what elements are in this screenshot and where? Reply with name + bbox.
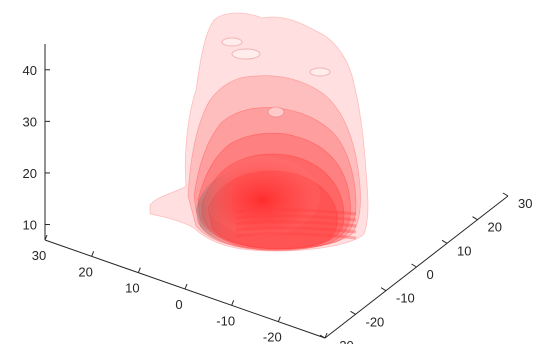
axes: 10 20 30 40 30 20 10 0 -10 -20 -30 -30 -20 -10 0 10 20… — [23, 44, 532, 344]
front-left-axis-tick-mark — [277, 316, 281, 322]
z-axis-tick-label: 20 — [23, 166, 37, 181]
front-right-axis-tick-mark — [380, 287, 387, 292]
front-left-axis-tick-mark — [324, 332, 328, 339]
front-right-axis-tick-label: 20 — [488, 220, 502, 235]
z-axis-tick-label: 30 — [23, 114, 37, 129]
isosurface-highlight-2 — [267, 106, 285, 118]
front-left-axis-tick-label: -10 — [216, 313, 235, 328]
front-right-axis-tick-mark — [319, 334, 326, 339]
front-left-axis-tick-label: 10 — [125, 281, 139, 296]
isosurface-highlight-1 — [231, 48, 261, 60]
isosurface-band — [235, 208, 357, 216]
front-right-axis-tick-mark — [472, 216, 478, 221]
front-right-axis-tick-label: -10 — [396, 291, 415, 306]
front-left-axis-tick-mark — [184, 283, 188, 290]
front-right-axis-tick-label: 0 — [427, 267, 434, 282]
front-right-axis-tick-mark — [411, 263, 417, 268]
isosurface-band — [235, 226, 357, 234]
front-right-axis-tick-mark — [441, 239, 448, 244]
front-left-axis-tick-label: -20 — [263, 330, 282, 344]
isosurface-band — [235, 214, 357, 222]
front-right-axis-tick-mark — [502, 192, 509, 197]
front-right-axis-ticks: -30 -20 -10 0 10 20 30 — [319, 192, 532, 344]
front-left-axis-tick-mark — [91, 251, 95, 257]
isosurface-band — [235, 232, 357, 240]
z-axis-tick-label: 40 — [23, 63, 37, 78]
front-left-axis-tick-mark — [231, 300, 235, 306]
z-axis-tick-label: 10 — [23, 218, 37, 233]
front-left-axis-tick-label: 30 — [32, 248, 46, 263]
isosurface-shells — [149, 12, 369, 252]
z-axis-ticks: 10 20 30 40 — [23, 63, 50, 233]
front-left-axis-tick-mark — [137, 267, 141, 273]
isosurface-highlight-3 — [309, 67, 331, 77]
front-left-axis-tick-mark — [44, 234, 48, 241]
isosurface-shadow — [196, 172, 246, 248]
front-right-axis-tick-label: -30 — [335, 338, 354, 344]
front-right-axis-tick-label: 30 — [518, 196, 532, 211]
isosurface-band — [235, 220, 357, 228]
front-left-axis-tick-label: 20 — [78, 264, 92, 279]
front-right-axis-tick-mark — [350, 310, 356, 315]
front-right-axis-tick-label: -20 — [366, 314, 385, 329]
front-right-axis-tick-label: 10 — [457, 243, 471, 258]
front-left-axis-tick-label: 0 — [175, 297, 182, 312]
isosurface-highlight-4 — [221, 37, 243, 47]
